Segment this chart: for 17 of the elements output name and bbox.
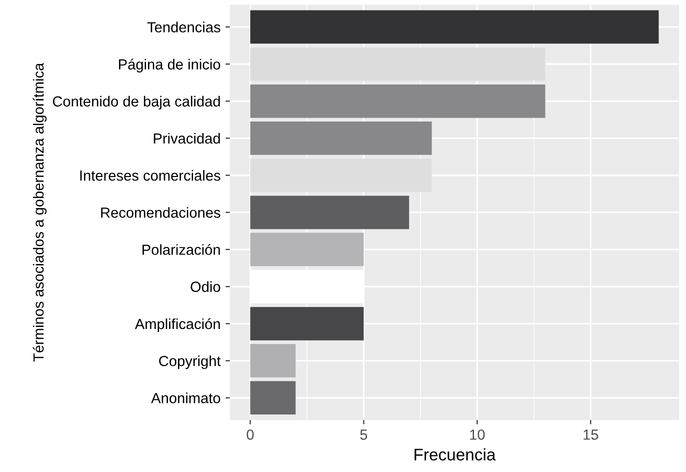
x-tick-label: 5 (360, 430, 368, 440)
x-tick-label: 10 (470, 429, 485, 440)
y-tick-label: Privacidad (154, 132, 220, 144)
x-tick-label: 0 (246, 429, 254, 440)
y-axis-title: Términos asociados a gobernanza algorítmica (32, 62, 47, 362)
y-tick-label: Polarización (142, 244, 220, 255)
y-tick-label: Intereses comerciales (80, 170, 220, 181)
y-tick-label: Tendencias (147, 22, 220, 32)
y-tick-label: Amplificación (134, 318, 220, 332)
x-tick-label: 15 (584, 430, 598, 440)
y-tick-label: Contenido de baja calidad (52, 96, 220, 110)
y-tick-label: Copyright (159, 355, 221, 370)
y-tick-label: Anonimato (151, 392, 220, 404)
x-axis-title: Frecuencia (414, 448, 496, 460)
y-tick-label: Odio (190, 281, 220, 292)
y-tick-label: Página de inicio (119, 58, 220, 72)
y-tick-label: Recomendaciones (101, 207, 220, 218)
